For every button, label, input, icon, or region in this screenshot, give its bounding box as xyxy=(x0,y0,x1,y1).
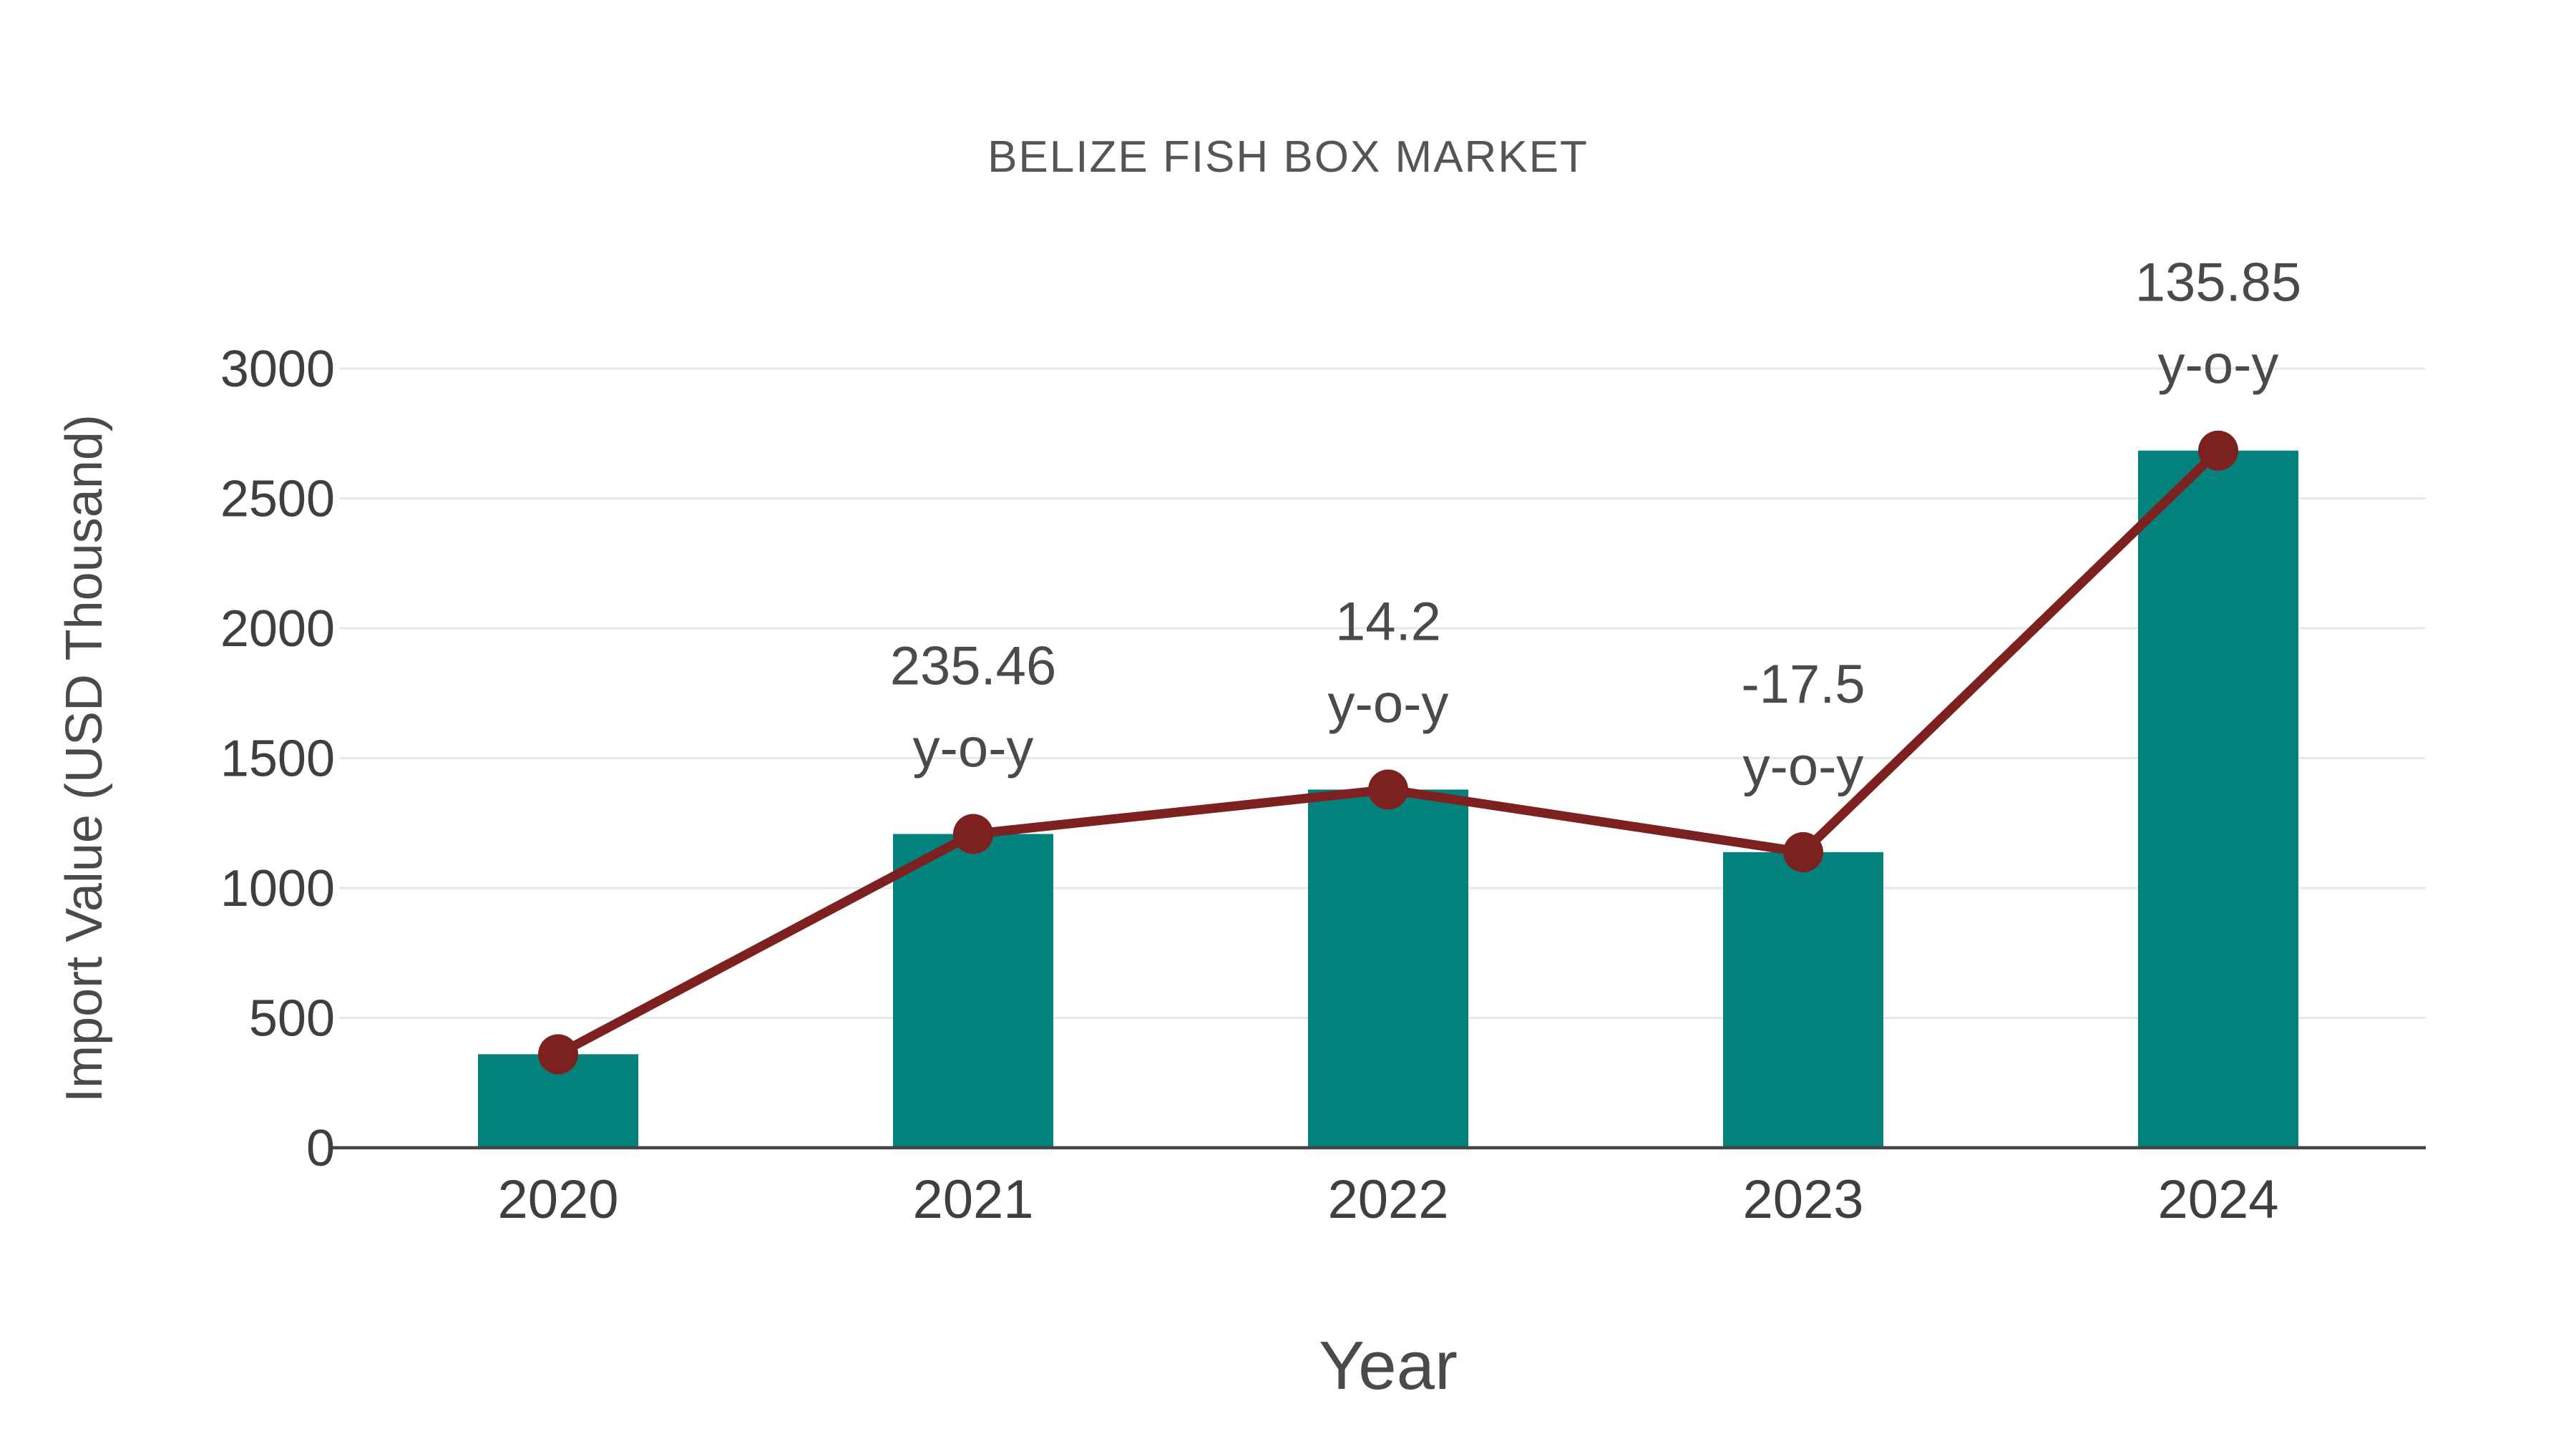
x-axis-title: Year xyxy=(1319,1327,1458,1404)
annotation-value-2023: -17.5 xyxy=(1741,654,1865,715)
bar-2022 xyxy=(1308,789,1468,1148)
annotation-2022: 14.2 y-o-y xyxy=(1328,591,1449,734)
bar-2021 xyxy=(893,834,1053,1148)
bars xyxy=(478,450,2298,1148)
y-tick-label-500: 500 xyxy=(249,990,335,1048)
annotation-2023: -17.5 y-o-y xyxy=(1741,654,1865,797)
y-tick-label-3000: 3000 xyxy=(220,341,335,398)
x-tick-label-2024: 2024 xyxy=(2157,1169,2278,1230)
x-tick-label-2023: 2023 xyxy=(1742,1169,1863,1230)
bar-2023 xyxy=(1723,852,1883,1148)
annotation-value-2024: 135.85 xyxy=(2135,253,2301,313)
bar-2024 xyxy=(2138,450,2298,1148)
marker-2020 xyxy=(538,1034,578,1075)
annotation-suffix-2023: y-o-y xyxy=(1743,736,1864,797)
annotation-value-2021: 235.46 xyxy=(890,635,1056,696)
y-tick-label-1500: 1500 xyxy=(220,731,335,788)
annotation-2021: 235.46 y-o-y xyxy=(890,635,1056,779)
marker-2023 xyxy=(1783,831,1823,872)
x-tick-label-2021: 2021 xyxy=(912,1169,1033,1230)
annotation-suffix-2022: y-o-y xyxy=(1328,673,1449,734)
annotation-suffix-2021: y-o-y xyxy=(913,718,1034,779)
annotation-value-2022: 14.2 xyxy=(1335,591,1441,652)
y-tick-label-1000: 1000 xyxy=(220,860,335,917)
y-tick-label-2000: 2000 xyxy=(220,600,335,658)
y-tick-label-0: 0 xyxy=(306,1120,335,1177)
x-tick-label-2022: 2022 xyxy=(1327,1169,1448,1230)
y-tick-label-2500: 2500 xyxy=(220,471,335,528)
marker-2021 xyxy=(953,814,993,854)
annotation-2024: 135.85 y-o-y xyxy=(2135,253,2301,396)
marker-2022 xyxy=(1368,769,1408,810)
annotation-suffix-2024: y-o-y xyxy=(2158,335,2279,396)
markers xyxy=(538,430,2238,1075)
x-tick-label-2020: 2020 xyxy=(497,1169,618,1230)
yoy-annotations: 235.46 y-o-y 14.2 y-o-y -17.5 y-o-y 135.85 y-o-… xyxy=(890,253,2301,797)
chart-title: BELIZE FISH BOX MARKET xyxy=(987,132,1589,182)
marker-2024 xyxy=(2198,430,2238,471)
x-tick-labels: 2020 2021 2022 2023 2024 xyxy=(497,1169,2278,1230)
y-axis-title: Import Value (USD Thousand) xyxy=(56,414,113,1103)
y-tick-labels: 0 500 1000 1500 2000 2500 3000 xyxy=(220,341,335,1177)
gridlines xyxy=(339,367,2426,1019)
